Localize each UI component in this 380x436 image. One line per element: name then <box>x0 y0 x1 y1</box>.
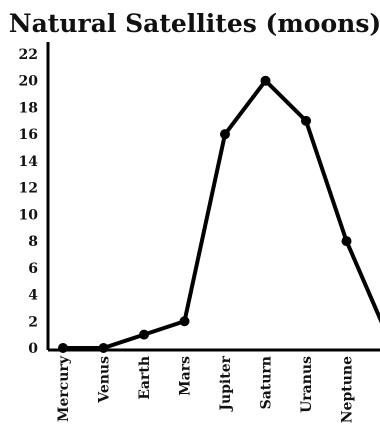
y-tick-label: 6 <box>28 261 38 277</box>
x-tick-label: Saturn <box>259 356 275 409</box>
y-tick-label: 10 <box>19 207 39 223</box>
y-axis-ticks: 0 2 4 6 8 10 12 14 16 18 20 22 <box>19 47 39 357</box>
x-tick-label: Jupiter <box>218 355 234 412</box>
data-point-mars <box>179 316 190 327</box>
y-tick-label: 14 <box>19 154 39 170</box>
x-axis-ticks: Mercury Venus Earth Mars Jupiter Saturn Uranus… <box>56 355 356 423</box>
y-tick-label: 22 <box>19 47 38 63</box>
x-tick-label: Venus <box>97 356 113 404</box>
x-tick-label: Earth <box>137 356 153 400</box>
data-point-saturn <box>260 75 271 86</box>
x-tick-label: Mars <box>178 356 194 396</box>
x-tick-label: Uranus <box>299 356 315 413</box>
data-points <box>58 75 352 353</box>
data-point-neptune <box>341 236 352 247</box>
x-tick-label: Mercury <box>56 355 72 422</box>
y-tick-label: 0 <box>28 341 38 357</box>
data-point-uranus <box>301 115 311 126</box>
y-tick-label: 20 <box>19 74 39 90</box>
data-point-earth <box>139 329 149 340</box>
series-line <box>61 78 380 350</box>
data-point-venus <box>98 343 109 353</box>
chart-title: Natural Satellites (moons) <box>9 9 380 38</box>
y-tick-label: 4 <box>28 288 38 304</box>
data-point-jupiter <box>220 129 230 140</box>
x-tick-label: Neptune <box>340 356 356 423</box>
y-tick-label: 2 <box>28 314 38 330</box>
y-tick-label: 18 <box>19 100 38 116</box>
y-tick-label: 12 <box>19 181 38 197</box>
y-tick-label: 8 <box>28 234 38 250</box>
data-point-mercury <box>58 343 68 353</box>
y-tick-label: 16 <box>19 127 38 143</box>
